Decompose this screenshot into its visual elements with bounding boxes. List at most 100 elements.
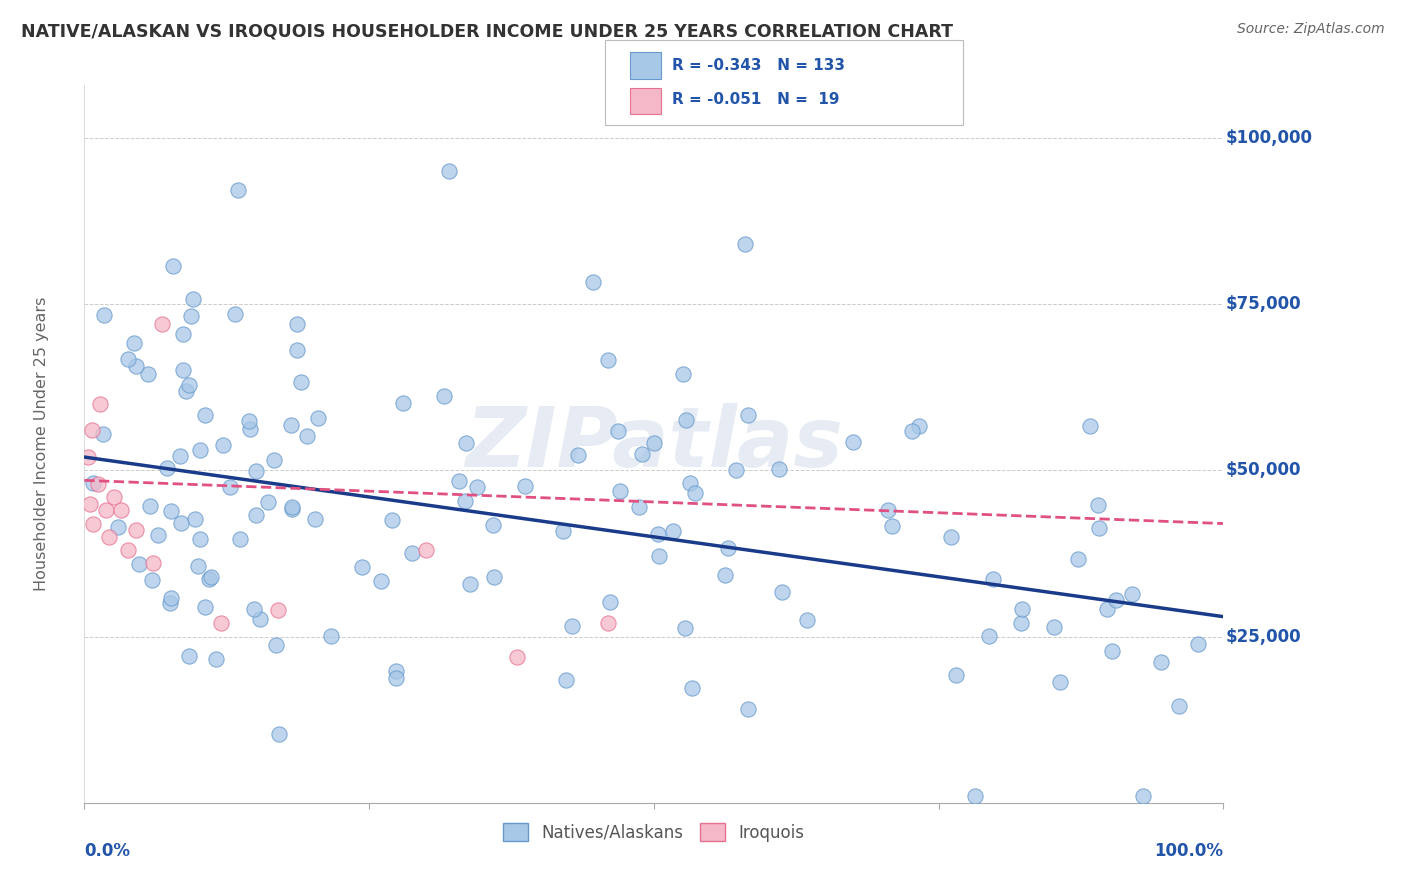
Point [87,476,110,491]
Point [561,619,583,633]
Point [79,497,101,511]
Point [717,541,740,556]
Point [138,500,160,514]
Point [209,616,232,631]
Point [1187,637,1209,651]
Point [249,612,271,626]
Point [194,600,217,615]
Point [643,435,665,450]
Point [661,524,683,538]
Point [598,616,620,631]
Point [226,183,249,197]
Point [768,462,790,476]
Point [506,649,529,664]
Point [174,384,197,398]
Point [675,413,697,427]
Point [89,397,111,411]
Point [683,486,706,500]
Point [187,559,209,574]
Point [1168,698,1191,713]
Point [796,613,818,627]
Point [482,570,505,584]
Point [1097,602,1119,616]
Point [352,560,374,574]
Point [82,424,104,438]
Point [449,474,471,488]
Text: 0.0%: 0.0% [84,842,131,860]
Point [219,480,242,494]
Point [609,484,631,499]
Point [599,595,621,609]
Point [267,603,290,617]
Point [482,518,505,533]
Point [239,422,262,436]
Point [184,512,207,526]
Point [908,419,931,434]
Point [304,512,326,526]
Point [170,516,193,530]
Point [264,638,287,652]
Point [567,448,589,462]
Point [257,495,280,509]
Point [281,501,304,516]
Text: R = -0.051   N =  19: R = -0.051 N = 19 [672,93,839,107]
Point [945,668,967,682]
Point [82,476,104,491]
Point [734,237,756,252]
Point [381,513,404,527]
Point [1011,602,1033,616]
Text: Householder Income Under 25 years: Householder Income Under 25 years [34,296,49,591]
Legend: Natives/Alaskans, Iroquois: Natives/Alaskans, Iroquois [496,817,811,848]
Point [385,664,408,678]
Point [737,702,759,716]
Point [1049,675,1071,690]
Point [1067,551,1090,566]
Point [977,629,1000,643]
Point [319,629,342,643]
Text: ZIPatlas: ZIPatlas [465,403,842,484]
Point [280,417,302,432]
Point [1087,499,1109,513]
Point [1010,615,1032,630]
Point [136,367,159,381]
Point [93,309,115,323]
Point [1150,655,1173,669]
Point [285,317,308,331]
Point [263,453,285,467]
Point [681,681,703,696]
Point [433,389,456,403]
Point [679,476,702,491]
Point [124,523,146,537]
Point [188,442,211,457]
Point [194,408,217,422]
Point [160,504,183,518]
Point [515,478,537,492]
Point [901,424,924,438]
Text: $25,000: $25,000 [1226,628,1301,646]
Point [607,424,630,438]
Point [229,532,252,546]
Point [269,726,291,740]
Point [128,558,150,572]
Point [290,375,312,389]
Point [181,292,204,306]
Point [205,652,228,666]
Point [724,463,747,477]
Point [456,435,478,450]
Point [172,362,194,376]
Point [82,516,104,531]
Point [103,490,125,504]
Point [582,276,605,290]
Point [415,543,437,558]
Point [392,396,415,410]
Point [882,519,904,533]
Point [245,508,267,523]
Point [148,527,170,541]
Point [122,336,145,351]
Point [142,557,165,571]
Point [150,317,173,331]
Point [98,530,121,544]
Point [714,568,737,582]
Point [110,503,132,517]
Point [117,352,139,367]
